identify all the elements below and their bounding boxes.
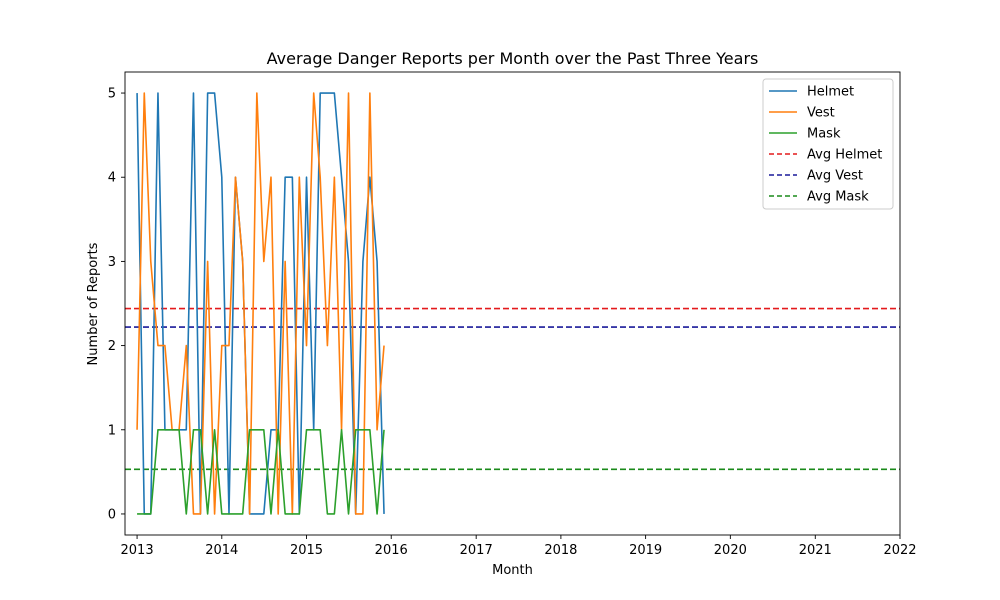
y-tick-label: 3: [108, 255, 116, 270]
x-tick-label: 2022: [883, 543, 916, 558]
legend-label-helmet: Helmet: [807, 85, 854, 100]
y-tick-label: 4: [108, 171, 116, 186]
legend-label-vest: Vest: [807, 106, 835, 121]
plot-area: [125, 92, 900, 515]
legend-label-avg-mask: Avg Mask: [807, 190, 869, 205]
y-tick-label: 0: [108, 507, 116, 522]
legend-label-avg-vest: Avg Vest: [807, 169, 863, 184]
series-line-mask: [137, 428, 385, 515]
y-tick-label: 1: [108, 423, 116, 438]
legend-label-avg-helmet: Avg Helmet: [807, 148, 882, 163]
x-tick-label: 2019: [629, 543, 662, 558]
legend: Helmet Vest Mask Avg Helmet Avg Vest Avg Mask: [762, 78, 894, 210]
y-tick-label: 2: [108, 339, 116, 354]
x-tick-label: 2016: [375, 543, 408, 558]
x-tick-label: 2020: [714, 543, 747, 558]
chart-title: Average Danger Reports per Month over th…: [267, 49, 759, 68]
x-tick-label: 2017: [460, 543, 493, 558]
x-tick-label: 2014: [205, 543, 238, 558]
legend-label-mask: Mask: [807, 127, 841, 142]
y-tick-label: 5: [108, 87, 116, 102]
x-tick-label: 2013: [121, 543, 154, 558]
x-tick-label: 2015: [290, 543, 323, 558]
x-tick-label: 2021: [799, 543, 832, 558]
axes: 2013 2014 2015 2016 2017 2018 2019 2020 2021 2022…: [108, 71, 917, 558]
plot-series-group: [125, 92, 900, 515]
x-axis-label: Month: [492, 563, 533, 578]
y-axis-label: Number of Reports: [86, 242, 101, 365]
axes-frame: [124, 71, 901, 536]
x-tick-label: 2018: [544, 543, 577, 558]
